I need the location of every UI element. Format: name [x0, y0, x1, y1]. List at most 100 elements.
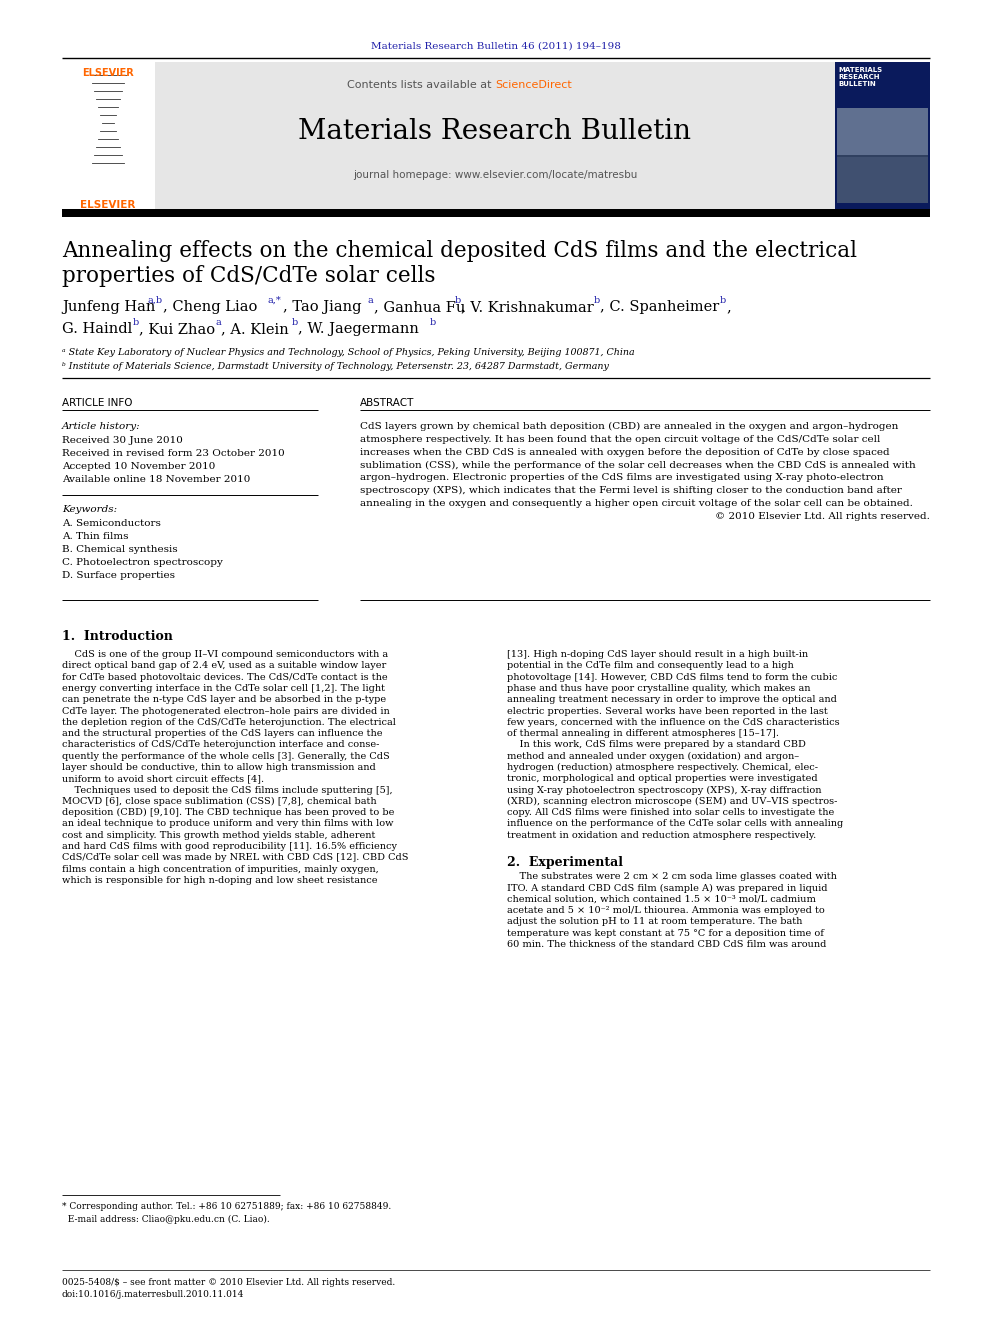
- Text: tronic, morphological and optical properties were investigated: tronic, morphological and optical proper…: [507, 774, 817, 783]
- Text: * Corresponding author. Tel.: +86 10 62751889; fax: +86 10 62758849.: * Corresponding author. Tel.: +86 10 627…: [62, 1203, 391, 1211]
- Text: 1.  Introduction: 1. Introduction: [62, 630, 173, 643]
- Text: which is responsible for high n-doping and low sheet resistance: which is responsible for high n-doping a…: [62, 876, 378, 885]
- Text: of thermal annealing in different atmospheres [15–17].: of thermal annealing in different atmosp…: [507, 729, 779, 738]
- Text: [13]. High n-doping CdS layer should result in a high built-in: [13]. High n-doping CdS layer should res…: [507, 650, 808, 659]
- Text: spectroscopy (XPS), which indicates that the Fermi level is shifting closer to t: spectroscopy (XPS), which indicates that…: [360, 486, 902, 495]
- Text: C. Photoelectron spectroscopy: C. Photoelectron spectroscopy: [62, 558, 223, 568]
- Text: a,b: a,b: [148, 296, 163, 306]
- Text: ELSEVIER: ELSEVIER: [82, 67, 134, 78]
- Text: and the structural properties of the CdS layers can influence the: and the structural properties of the CdS…: [62, 729, 383, 738]
- Text: b: b: [594, 296, 600, 306]
- Text: E-mail address: Cliao@pku.edu.cn (C. Liao).: E-mail address: Cliao@pku.edu.cn (C. Lia…: [62, 1215, 270, 1224]
- Text: MOCVD [6], close space sublimation (CSS) [7,8], chemical bath: MOCVD [6], close space sublimation (CSS)…: [62, 796, 377, 806]
- Text: the depletion region of the CdS/CdTe heterojunction. The electrical: the depletion region of the CdS/CdTe het…: [62, 718, 396, 726]
- Text: doi:10.1016/j.materresbull.2010.11.014: doi:10.1016/j.materresbull.2010.11.014: [62, 1290, 244, 1299]
- Bar: [837, 108, 928, 155]
- Text: A. Thin films: A. Thin films: [62, 532, 129, 541]
- Text: , Tao Jiang: , Tao Jiang: [283, 300, 361, 314]
- Bar: [62, 209, 930, 217]
- Text: argon–hydrogen. Electronic properties of the CdS films are investigated using X-: argon–hydrogen. Electronic properties of…: [360, 474, 884, 482]
- Text: , A. Klein: , A. Klein: [221, 321, 289, 336]
- Text: temperature was kept constant at 75 °C for a deposition time of: temperature was kept constant at 75 °C f…: [507, 929, 824, 938]
- Text: Annealing effects on the chemical deposited CdS films and the electrical: Annealing effects on the chemical deposi…: [62, 239, 857, 262]
- Text: , W. Jaegermann: , W. Jaegermann: [298, 321, 419, 336]
- Text: D. Surface properties: D. Surface properties: [62, 572, 175, 579]
- Text: , C. Spanheimer: , C. Spanheimer: [600, 300, 719, 314]
- Text: Materials Research Bulletin: Materials Research Bulletin: [299, 118, 691, 146]
- Text: The substrates were 2 cm × 2 cm soda lime glasses coated with: The substrates were 2 cm × 2 cm soda lim…: [507, 872, 837, 881]
- Text: , V. Krishnakumar: , V. Krishnakumar: [461, 300, 594, 314]
- Text: journal homepage: www.elsevier.com/locate/matresbu: journal homepage: www.elsevier.com/locat…: [353, 169, 637, 180]
- Text: potential in the CdTe film and consequently lead to a high: potential in the CdTe film and consequen…: [507, 662, 794, 671]
- Text: energy converting interface in the CdTe solar cell [1,2]. The light: energy converting interface in the CdTe …: [62, 684, 385, 693]
- Text: electric properties. Several works have been reported in the last: electric properties. Several works have …: [507, 706, 827, 716]
- Text: films contain a high concentration of impurities, mainly oxygen,: films contain a high concentration of im…: [62, 865, 379, 873]
- Text: can penetrate the n-type CdS layer and be absorbed in the p-type: can penetrate the n-type CdS layer and b…: [62, 695, 386, 704]
- Text: hydrogen (reduction) atmosphere respectively. Chemical, elec-: hydrogen (reduction) atmosphere respecti…: [507, 763, 818, 773]
- Text: acetate and 5 × 10⁻² mol/L thiourea. Ammonia was employed to: acetate and 5 × 10⁻² mol/L thiourea. Amm…: [507, 906, 824, 916]
- Text: few years, concerned with the influence on the CdS characteristics: few years, concerned with the influence …: [507, 718, 839, 726]
- Text: using X-ray photoelectron spectroscopy (XPS), X-ray diffraction: using X-ray photoelectron spectroscopy (…: [507, 786, 821, 795]
- Text: , Kui Zhao: , Kui Zhao: [139, 321, 215, 336]
- Text: sublimation (CSS), while the performance of the solar cell decreases when the CB: sublimation (CSS), while the performance…: [360, 460, 916, 470]
- Text: , Cheng Liao: , Cheng Liao: [163, 300, 257, 314]
- Text: influence on the performance of the CdTe solar cells with annealing: influence on the performance of the CdTe…: [507, 819, 843, 828]
- Text: cost and simplicity. This growth method yields stable, adherent: cost and simplicity. This growth method …: [62, 831, 375, 840]
- Text: Accepted 10 November 2010: Accepted 10 November 2010: [62, 462, 215, 471]
- Text: B. Chemical synthesis: B. Chemical synthesis: [62, 545, 178, 554]
- Text: quently the performance of the whole cells [3]. Generally, the CdS: quently the performance of the whole cel…: [62, 751, 390, 761]
- Text: adjust the solution pH to 11 at room temperature. The bath: adjust the solution pH to 11 at room tem…: [507, 917, 803, 926]
- Bar: [155, 62, 835, 209]
- Text: Received in revised form 23 October 2010: Received in revised form 23 October 2010: [62, 448, 285, 458]
- Text: In this work, CdS films were prepared by a standard CBD: In this work, CdS films were prepared by…: [507, 741, 806, 749]
- Text: ITO. A standard CBD CdS film (sample A) was prepared in liquid: ITO. A standard CBD CdS film (sample A) …: [507, 884, 827, 893]
- Text: photovoltage [14]. However, CBD CdS films tend to form the cubic: photovoltage [14]. However, CBD CdS film…: [507, 672, 837, 681]
- Text: a: a: [215, 318, 221, 327]
- Text: phase and thus have poor crystalline quality, which makes an: phase and thus have poor crystalline qua…: [507, 684, 810, 693]
- Text: b: b: [430, 318, 436, 327]
- Text: ᵇ Institute of Materials Science, Darmstadt University of Technology, Petersenst: ᵇ Institute of Materials Science, Darmst…: [62, 363, 609, 370]
- Text: Available online 18 November 2010: Available online 18 November 2010: [62, 475, 250, 484]
- Text: treatment in oxidation and reduction atmosphere respectively.: treatment in oxidation and reduction atm…: [507, 831, 816, 840]
- Bar: [835, 62, 930, 209]
- Text: ,: ,: [726, 300, 731, 314]
- Text: ScienceDirect: ScienceDirect: [495, 79, 571, 90]
- Text: direct optical band gap of 2.4 eV, used as a suitable window layer: direct optical band gap of 2.4 eV, used …: [62, 662, 386, 671]
- Text: CdS/CdTe solar cell was made by NREL with CBD CdS [12]. CBD CdS: CdS/CdTe solar cell was made by NREL wit…: [62, 853, 409, 863]
- Text: 60 min. The thickness of the standard CBD CdS film was around: 60 min. The thickness of the standard CB…: [507, 939, 826, 949]
- Text: (XRD), scanning electron microscope (SEM) and UV–VIS spectros-: (XRD), scanning electron microscope (SEM…: [507, 796, 837, 806]
- Text: copy. All CdS films were finished into solar cells to investigate the: copy. All CdS films were finished into s…: [507, 808, 834, 818]
- Text: layer should be conductive, thin to allow high transmission and: layer should be conductive, thin to allo…: [62, 763, 376, 773]
- Text: method and annealed under oxygen (oxidation) and argon–: method and annealed under oxygen (oxidat…: [507, 751, 800, 761]
- Text: 2.  Experimental: 2. Experimental: [507, 856, 623, 869]
- Text: ABSTRACT: ABSTRACT: [360, 398, 415, 407]
- Text: Keywords:: Keywords:: [62, 505, 117, 515]
- Text: b: b: [133, 318, 139, 327]
- Text: b: b: [720, 296, 726, 306]
- Text: Received 30 June 2010: Received 30 June 2010: [62, 437, 183, 445]
- Text: for CdTe based photovoltaic devices. The CdS/CdTe contact is the: for CdTe based photovoltaic devices. The…: [62, 672, 388, 681]
- Text: uniform to avoid short circuit effects [4].: uniform to avoid short circuit effects […: [62, 774, 264, 783]
- Bar: [837, 157, 928, 202]
- Text: chemical solution, which contained 1.5 × 10⁻³ mol/L cadmium: chemical solution, which contained 1.5 ×…: [507, 894, 815, 904]
- Text: atmosphere respectively. It has been found that the open circuit voltage of the : atmosphere respectively. It has been fou…: [360, 435, 880, 443]
- Text: Article history:: Article history:: [62, 422, 141, 431]
- Text: properties of CdS/CdTe solar cells: properties of CdS/CdTe solar cells: [62, 265, 435, 287]
- Text: CdS is one of the group II–VI compound semiconductors with a: CdS is one of the group II–VI compound s…: [62, 650, 388, 659]
- Text: Junfeng Han: Junfeng Han: [62, 300, 156, 314]
- Text: , Ganhua Fu: , Ganhua Fu: [374, 300, 465, 314]
- Text: and hard CdS films with good reproducibility [11]. 16.5% efficiency: and hard CdS films with good reproducibi…: [62, 843, 397, 851]
- Text: deposition (CBD) [9,10]. The CBD technique has been proved to be: deposition (CBD) [9,10]. The CBD techniq…: [62, 808, 395, 818]
- Text: Techniques used to deposit the CdS films include sputtering [5],: Techniques used to deposit the CdS films…: [62, 786, 393, 795]
- Bar: [837, 108, 928, 202]
- Text: b: b: [292, 318, 299, 327]
- Text: annealing in the oxygen and consequently a higher open circuit voltage of the so: annealing in the oxygen and consequently…: [360, 499, 913, 508]
- Text: 0025-5408/$ – see front matter © 2010 Elsevier Ltd. All rights reserved.: 0025-5408/$ – see front matter © 2010 El…: [62, 1278, 395, 1287]
- Text: ELSEVIER: ELSEVIER: [80, 200, 136, 210]
- Text: A. Semiconductors: A. Semiconductors: [62, 519, 161, 528]
- Text: MATERIALS
RESEARCH
BULLETIN: MATERIALS RESEARCH BULLETIN: [838, 67, 882, 87]
- Text: an ideal technique to produce uniform and very thin films with low: an ideal technique to produce uniform an…: [62, 819, 394, 828]
- Text: ARTICLE INFO: ARTICLE INFO: [62, 398, 133, 407]
- Text: b: b: [455, 296, 461, 306]
- Text: Materials Research Bulletin 46 (2011) 194–198: Materials Research Bulletin 46 (2011) 19…: [371, 42, 621, 52]
